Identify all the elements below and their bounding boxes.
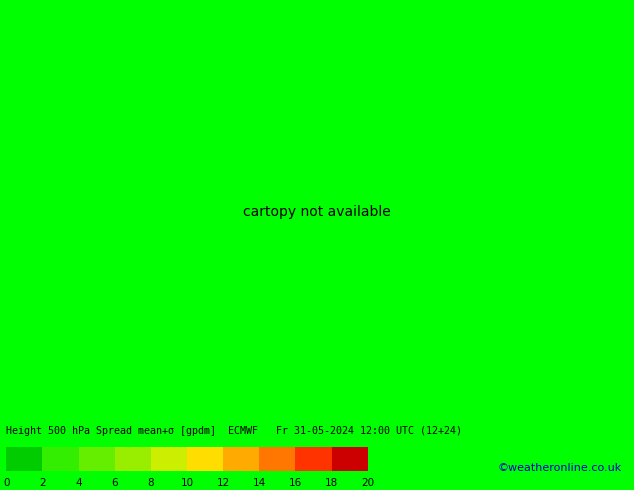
- Text: 20: 20: [361, 478, 374, 488]
- Bar: [6, 447, 42, 471]
- Text: ©weatheronline.co.uk: ©weatheronline.co.uk: [497, 464, 621, 473]
- Text: 12: 12: [217, 478, 230, 488]
- Text: 18: 18: [325, 478, 338, 488]
- Bar: [223, 447, 259, 471]
- Text: 0: 0: [3, 478, 10, 488]
- Text: 6: 6: [112, 478, 118, 488]
- Bar: [295, 447, 332, 471]
- Bar: [79, 447, 115, 471]
- Bar: [187, 447, 223, 471]
- Bar: [42, 447, 79, 471]
- Text: cartopy not available: cartopy not available: [243, 205, 391, 219]
- Bar: [332, 447, 368, 471]
- Text: 4: 4: [75, 478, 82, 488]
- Text: 14: 14: [253, 478, 266, 488]
- Bar: [151, 447, 187, 471]
- Bar: [259, 447, 295, 471]
- Bar: [115, 447, 151, 471]
- Text: 16: 16: [289, 478, 302, 488]
- Text: 10: 10: [181, 478, 193, 488]
- Text: 2: 2: [39, 478, 46, 488]
- Text: Height 500 hPa Spread mean+σ [gpdm]  ECMWF   Fr 31-05-2024 12:00 UTC (12+24): Height 500 hPa Spread mean+σ [gpdm] ECMW…: [6, 426, 462, 436]
- Text: 8: 8: [148, 478, 154, 488]
